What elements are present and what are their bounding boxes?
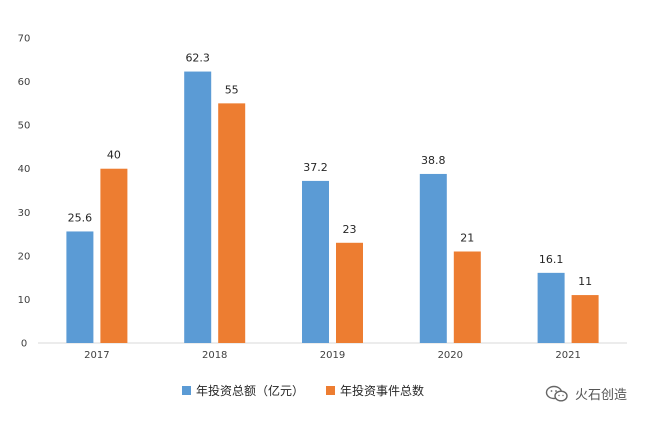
bar-investment-events-2017 [100,168,128,343]
bar-investment-amount-2021 [537,272,565,343]
data-label: 25.6 [68,211,93,224]
data-label: 62.3 [185,52,210,65]
x-tick-label: 2020 [438,350,463,361]
x-tick-label: 2019 [320,350,345,361]
data-label: 40 [107,149,121,162]
watermark-text: 火石创造 [575,388,628,403]
legend-label-investment-events: 年投资事件总数 [340,384,425,398]
legend-item-investment-amount: 年投资总额（亿元） [182,382,304,399]
data-label: 55 [225,83,239,96]
data-label: 38.8 [421,154,446,167]
watermark: 火石创造 [545,384,627,403]
legend-item-investment-events: 年投资事件总数 [326,382,424,399]
bar-investment-amount-2018 [184,71,212,344]
y-tick-label: 40 [18,164,31,175]
y-axis: 0 10 20 30 40 50 60 70 [18,34,31,350]
legend-swatch-orange [326,386,336,395]
bar-investment-events-2018 [218,103,246,343]
bar-investment-events-2021 [571,295,599,343]
bar-investment-amount-2019 [302,180,329,343]
bars-group [66,71,599,344]
x-tick-label: 2017 [84,350,109,361]
y-tick-label: 10 [18,295,31,306]
y-tick-label: 30 [18,208,31,219]
data-label: 23 [343,223,357,236]
bar-investment-amount-2017 [66,231,94,343]
wechat-icon [545,385,568,402]
y-tick-label: 20 [18,251,31,262]
data-label: 37.2 [303,161,328,174]
x-tick-label: 2018 [202,350,227,361]
y-tick-label: 60 [18,77,31,88]
data-label: 11 [578,275,592,288]
data-label: 21 [460,232,474,245]
legend-label-investment-amount: 年投资总额（亿元） [196,384,305,398]
data-labels: 25.6 40 62.3 55 37.2 23 38.8 21 16.1 11 [68,52,592,289]
bar-investment-events-2020 [453,251,481,343]
bar-investment-events-2019 [336,242,363,343]
x-axis: 2017 2018 2019 2020 2021 [38,342,627,361]
y-tick-label: 70 [18,34,31,45]
legend: 年投资总额（亿元） 年投资事件总数 [182,382,424,399]
legend-swatch-blue [182,386,191,395]
y-tick-label: 50 [18,121,31,132]
x-tick-label: 2021 [555,350,580,361]
bar-investment-amount-2020 [419,173,447,343]
data-label: 16.1 [539,253,564,266]
y-tick-label: 0 [21,339,27,350]
